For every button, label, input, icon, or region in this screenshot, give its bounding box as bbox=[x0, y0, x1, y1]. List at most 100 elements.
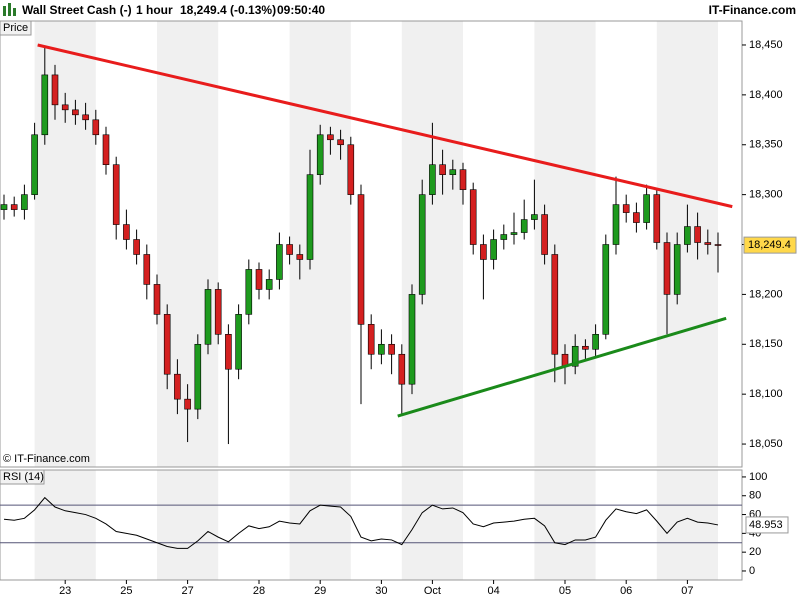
candle-body bbox=[21, 194, 28, 210]
candle-body bbox=[500, 234, 508, 240]
day-stripe bbox=[656, 470, 718, 580]
y-tick-label: 18,450 bbox=[749, 39, 783, 51]
candle-body bbox=[449, 169, 457, 175]
watermark: © IT-Finance.com bbox=[3, 453, 90, 465]
candle-body bbox=[408, 294, 416, 385]
candle-body bbox=[72, 109, 79, 116]
candle-body bbox=[704, 242, 712, 245]
x-tick-label: 30 bbox=[375, 585, 387, 597]
candle-body bbox=[388, 343, 395, 355]
x-tick-label: 05 bbox=[559, 585, 571, 597]
trendline bbox=[37, 43, 733, 209]
x-tick-label: 29 bbox=[314, 585, 326, 597]
y-tick-label: 0 bbox=[749, 565, 755, 577]
rsi-frame bbox=[0, 469, 743, 581]
x-tick-label: Oct bbox=[424, 585, 441, 597]
y-tick-label: 18,100 bbox=[749, 388, 783, 400]
candle-body bbox=[133, 239, 140, 255]
candle-body bbox=[316, 134, 324, 175]
candle-body bbox=[571, 345, 579, 367]
candle-body bbox=[31, 134, 38, 195]
candle-body bbox=[41, 74, 49, 136]
candle-body bbox=[480, 244, 487, 260]
candle-body bbox=[276, 244, 283, 280]
app-icon bbox=[3, 3, 16, 16]
candle-body bbox=[337, 139, 344, 146]
candle-body bbox=[123, 224, 130, 240]
candle-body bbox=[510, 232, 518, 235]
candle-body bbox=[429, 164, 436, 195]
candle-body bbox=[602, 244, 610, 335]
day-stripe bbox=[401, 470, 463, 580]
y-tick-label: 18,300 bbox=[749, 189, 783, 201]
day-stripe bbox=[157, 470, 219, 580]
candle-body bbox=[714, 244, 722, 246]
candle-body bbox=[286, 244, 293, 255]
x-tick-label: 25 bbox=[120, 585, 132, 597]
last-price-box bbox=[743, 236, 797, 254]
candle-body bbox=[694, 226, 701, 243]
candle-body bbox=[684, 226, 691, 245]
candle-body bbox=[82, 114, 89, 121]
candle-body bbox=[296, 254, 304, 260]
interval: 1 hour bbox=[136, 3, 173, 17]
candle-body bbox=[194, 343, 202, 410]
candle-body bbox=[214, 289, 222, 335]
candle-body bbox=[10, 204, 18, 210]
y-tick-label: 80 bbox=[749, 490, 761, 502]
x-tick-label: 27 bbox=[181, 585, 193, 597]
trendline bbox=[397, 316, 727, 418]
last-price-label: 18,249.4 bbox=[748, 239, 791, 251]
candle-body bbox=[653, 194, 661, 243]
y-tick-label: 18,050 bbox=[749, 438, 783, 450]
day-stripe bbox=[289, 21, 351, 467]
y-tick-label: 18,350 bbox=[749, 139, 783, 151]
candle-body bbox=[174, 373, 181, 400]
day-stripe bbox=[534, 470, 596, 580]
last-rsi-label: 48.953 bbox=[749, 519, 783, 531]
candle-body bbox=[643, 194, 650, 223]
price-label-box bbox=[0, 20, 32, 36]
candle-body bbox=[347, 144, 355, 195]
y-tick-label: 100 bbox=[749, 471, 767, 483]
candle-body bbox=[398, 353, 406, 385]
candle-body bbox=[112, 164, 120, 225]
candle-body bbox=[551, 254, 559, 355]
candle-body bbox=[459, 169, 467, 190]
candle-body bbox=[204, 289, 212, 345]
rsi-label: RSI (14) bbox=[3, 471, 44, 483]
candle-body bbox=[622, 204, 630, 213]
rsi-label-box bbox=[0, 469, 45, 485]
candle-body bbox=[439, 164, 446, 175]
x-tick-label: 04 bbox=[487, 585, 499, 597]
candle-body bbox=[153, 284, 161, 315]
site: IT-Finance.com bbox=[709, 3, 796, 17]
candle-body bbox=[663, 242, 671, 295]
candle-body bbox=[531, 214, 538, 220]
y-tick-label: 18,150 bbox=[749, 338, 783, 350]
candle-body bbox=[143, 254, 151, 285]
candle-body bbox=[61, 104, 69, 111]
rsi-line bbox=[3, 496, 719, 549]
candle-body bbox=[184, 398, 191, 410]
price-label: Price bbox=[3, 22, 28, 34]
time: 09:50:40 bbox=[277, 3, 325, 17]
candle-body bbox=[0, 204, 8, 210]
x-tick-label: 07 bbox=[681, 585, 693, 597]
candle-body bbox=[490, 239, 497, 260]
candle-body bbox=[225, 334, 232, 370]
day-stripe bbox=[289, 470, 351, 580]
candle-body bbox=[582, 345, 589, 350]
candle-body bbox=[469, 189, 477, 245]
candle-body bbox=[245, 269, 253, 315]
candle-body bbox=[51, 74, 59, 106]
candle-body bbox=[592, 334, 599, 350]
candle-body bbox=[92, 119, 100, 136]
candle-body bbox=[357, 194, 365, 325]
last-rsi-box bbox=[745, 516, 789, 534]
candle-body bbox=[265, 279, 273, 290]
candle-body bbox=[102, 134, 110, 166]
price-frame bbox=[0, 20, 743, 468]
x-tick-label: 23 bbox=[59, 585, 71, 597]
